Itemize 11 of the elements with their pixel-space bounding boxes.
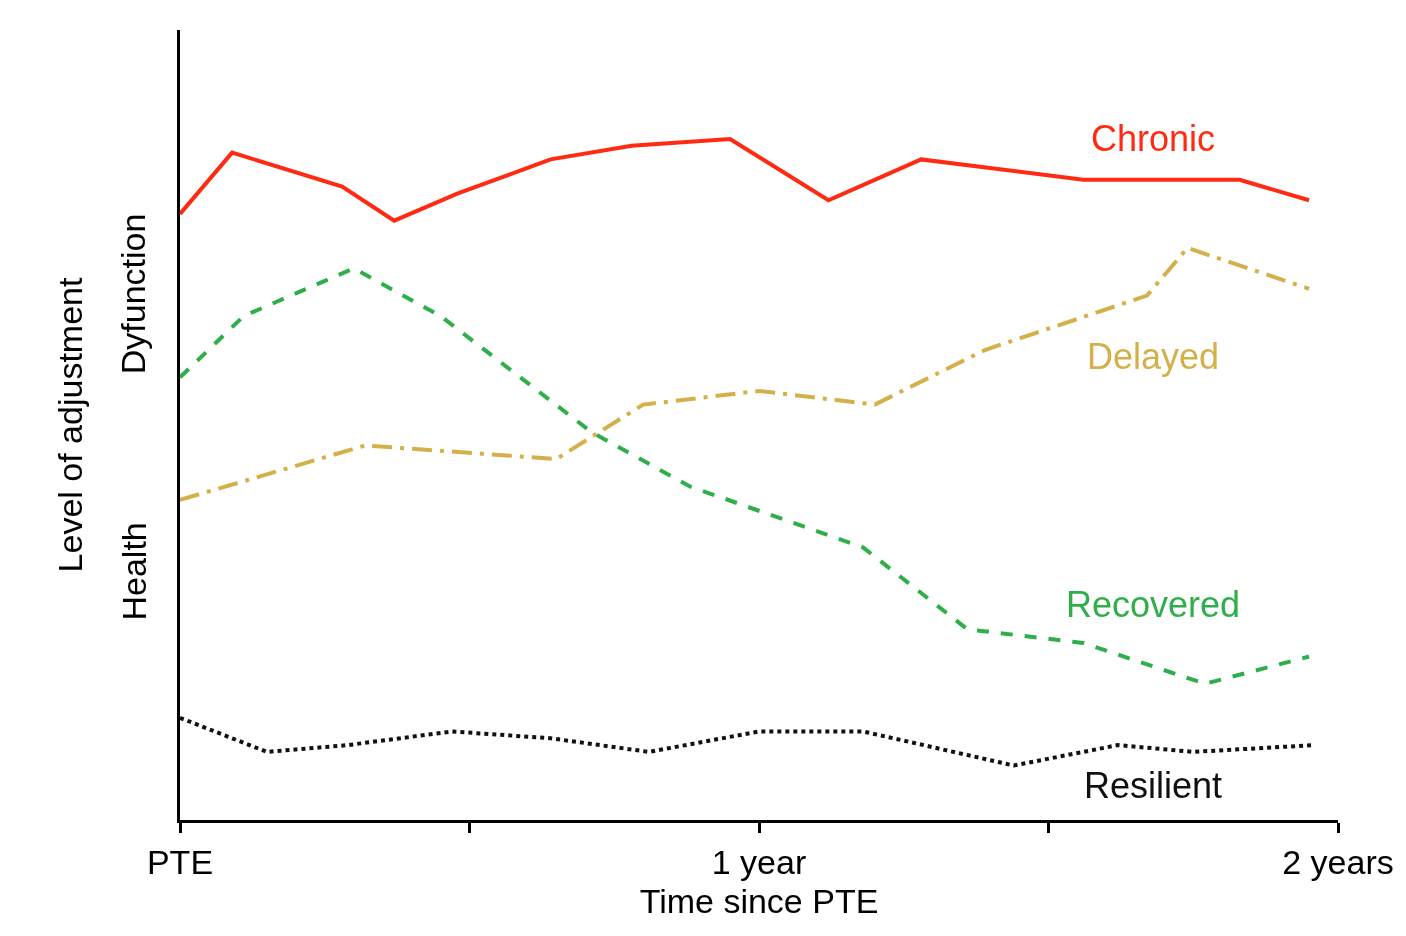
text: Dyfunction bbox=[113, 213, 152, 375]
x-tick-label: 1 year bbox=[711, 842, 807, 881]
series-label: Chronic bbox=[1091, 118, 1216, 159]
x-tick-label: PTE bbox=[146, 842, 214, 881]
text: Health bbox=[114, 522, 153, 621]
y-axis-title: Level of adjustment bbox=[50, 277, 89, 573]
series-label: Delayed bbox=[1087, 336, 1220, 377]
x-axis-title: Time since PTE bbox=[639, 882, 879, 921]
x-tick-label: 2 years bbox=[1282, 842, 1394, 881]
series-label: Recovered bbox=[1066, 584, 1241, 625]
series-label: Resilient bbox=[1084, 765, 1223, 806]
